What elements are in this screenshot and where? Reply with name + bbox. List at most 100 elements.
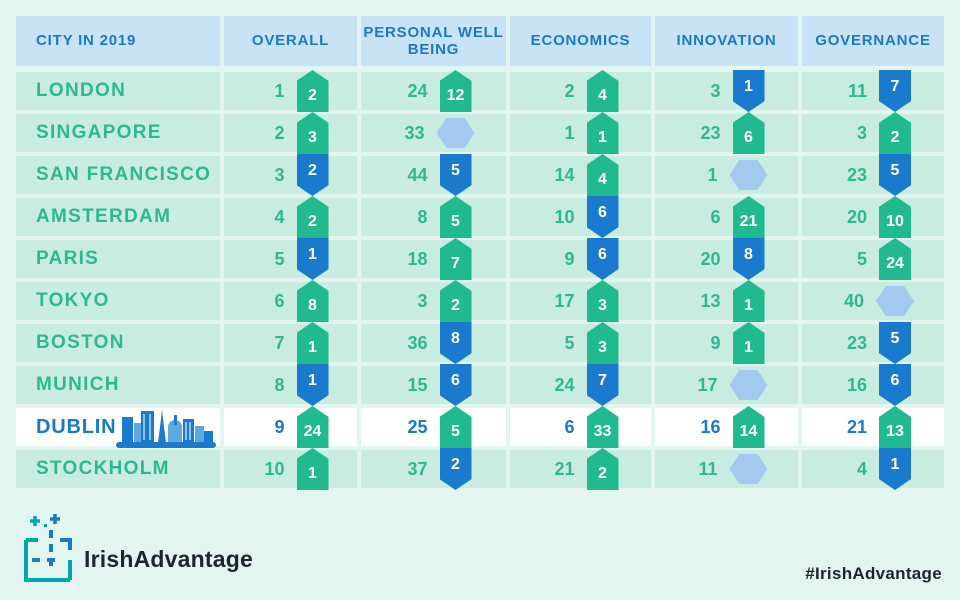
table-row: SINGAPORE 2 3 33 — [16, 112, 944, 154]
economics-cell: 9 6 — [510, 238, 651, 280]
hashtag-label: #IrishAdvantage — [805, 564, 942, 583]
rank-value: 9 — [564, 248, 575, 269]
rank-value: 11 — [698, 458, 718, 479]
innovation-cell: 1 — [655, 156, 798, 194]
governance-cell: 16 6 — [802, 364, 944, 406]
rank-value: 3 — [856, 122, 867, 143]
city-name: MUNICH — [36, 374, 120, 395]
rank-change-badge: 4 — [586, 70, 619, 112]
innovation-cell: 11 — [655, 450, 798, 488]
rank-value: 23 — [846, 164, 867, 185]
overall-cell: 1 2 — [224, 70, 357, 112]
rank-change-badge: 2 — [296, 196, 329, 238]
rank-change-badge: 7 — [586, 364, 619, 406]
economics-cell: 21 2 — [510, 448, 651, 490]
innovation-cell: 20 8 — [655, 238, 798, 280]
city-cell: MUNICH — [16, 366, 220, 404]
rank-value: 3 — [417, 290, 428, 311]
rank-value: 4 — [274, 206, 285, 227]
innovation-cell: 16 14 — [655, 406, 798, 448]
governance-cell: 40 — [802, 282, 944, 320]
innovation-cell: 17 — [655, 366, 798, 404]
governance-cell: 5 24 — [802, 238, 944, 280]
table-row: DUBLIN 9 24 25 5 — [16, 406, 944, 448]
city-cell: SINGAPORE — [16, 114, 220, 152]
city-cell: DUBLIN — [16, 408, 220, 448]
innovation-cell: 6 21 — [655, 196, 798, 238]
overall-cell: 8 1 — [224, 364, 357, 406]
rank-change-badge: 2 — [439, 280, 472, 322]
personal-well-being-cell: 25 5 — [361, 406, 506, 448]
rank-change-badge: 2 — [879, 112, 911, 154]
economics-cell: 1 1 — [510, 112, 651, 154]
rank-change-badge: 6 — [439, 364, 472, 406]
rank-value: 23 — [700, 122, 721, 143]
rank-change-badge — [729, 370, 768, 400]
rank-value: 8 — [274, 374, 285, 395]
table-row: STOCKHOLM 10 1 37 — [16, 448, 944, 490]
overall-cell: 6 8 — [224, 280, 357, 322]
rank-change-badge: 13 — [879, 406, 911, 448]
rank-change-badge: 1 — [296, 238, 329, 280]
rank-change-badge — [876, 286, 914, 316]
overall-cell: 4 2 — [224, 196, 357, 238]
city-cell: SAN FRANCISCO — [16, 156, 220, 194]
innovation-cell: 13 1 — [655, 280, 798, 322]
rank-change-badge: 14 — [732, 406, 765, 448]
overall-cell: 2 3 — [224, 112, 357, 154]
overall-cell: 9 24 — [224, 406, 357, 448]
rank-value: 7 — [274, 332, 285, 353]
rank-value: 37 — [407, 458, 428, 479]
rank-change-badge: 5 — [879, 322, 911, 364]
city-name: STOCKHOLM — [36, 458, 170, 479]
rank-value: 8 — [417, 206, 428, 227]
rank-change-badge — [729, 160, 768, 190]
personal-well-being-cell: 18 7 — [361, 238, 506, 280]
header-city-in-2019: CITY IN 2019 — [16, 16, 220, 66]
personal-well-being-cell: 15 6 — [361, 364, 506, 406]
rank-change-badge: 10 — [879, 196, 911, 238]
rank-change-badge — [729, 454, 768, 484]
rank-value: 20 — [846, 206, 867, 227]
rank-change-badge: 4 — [586, 154, 619, 196]
rank-change-badge: 6 — [586, 238, 619, 280]
rank-value: 15 — [407, 374, 428, 395]
rank-value: 6 — [274, 290, 285, 311]
city-name: LONDON — [36, 80, 127, 101]
city-cell: AMSTERDAM — [16, 198, 220, 236]
rank-change-badge: 8 — [732, 238, 765, 280]
rank-value: 16 — [700, 416, 721, 437]
rank-change-badge: 6 — [586, 196, 619, 238]
city-name: TOKYO — [36, 290, 110, 311]
rank-change-badge: 1 — [732, 70, 765, 112]
rank-value: 11 — [847, 80, 867, 101]
innovation-cell: 23 6 — [655, 112, 798, 154]
rank-value: 2 — [564, 80, 575, 101]
rank-change-badge: 5 — [439, 196, 472, 238]
table-row: LONDON 1 2 24 12 — [16, 70, 944, 112]
rank-value: 14 — [554, 164, 575, 185]
city-rankings-table: CITY IN 2019 OVERALL PERSONAL WELL BEING… — [16, 16, 944, 492]
rank-change-badge: 2 — [296, 70, 329, 112]
economics-cell: 6 33 — [510, 406, 651, 448]
city-name: BOSTON — [36, 332, 125, 353]
rank-change-badge: 1 — [586, 112, 619, 154]
rank-value: 13 — [700, 290, 721, 311]
economics-cell: 10 6 — [510, 196, 651, 238]
rank-value: 18 — [407, 248, 428, 269]
city-cell: LONDON — [16, 72, 220, 110]
rank-value: 16 — [846, 374, 867, 395]
economics-cell: 24 7 — [510, 364, 651, 406]
brand-name: IrishAdvantage — [84, 546, 253, 572]
economics-cell: 5 3 — [510, 322, 651, 364]
rank-change-badge: 2 — [439, 448, 472, 490]
personal-well-being-cell: 44 5 — [361, 154, 506, 196]
rank-change-badge: 5 — [439, 154, 472, 196]
rank-value: 1 — [564, 122, 575, 143]
rank-change-badge: 5 — [879, 154, 911, 196]
rank-value: 21 — [846, 416, 867, 437]
rank-change-badge: 6 — [879, 364, 911, 406]
rank-value: 33 — [404, 122, 425, 143]
city-name: PARIS — [36, 248, 100, 269]
personal-well-being-cell: 37 2 — [361, 448, 506, 490]
